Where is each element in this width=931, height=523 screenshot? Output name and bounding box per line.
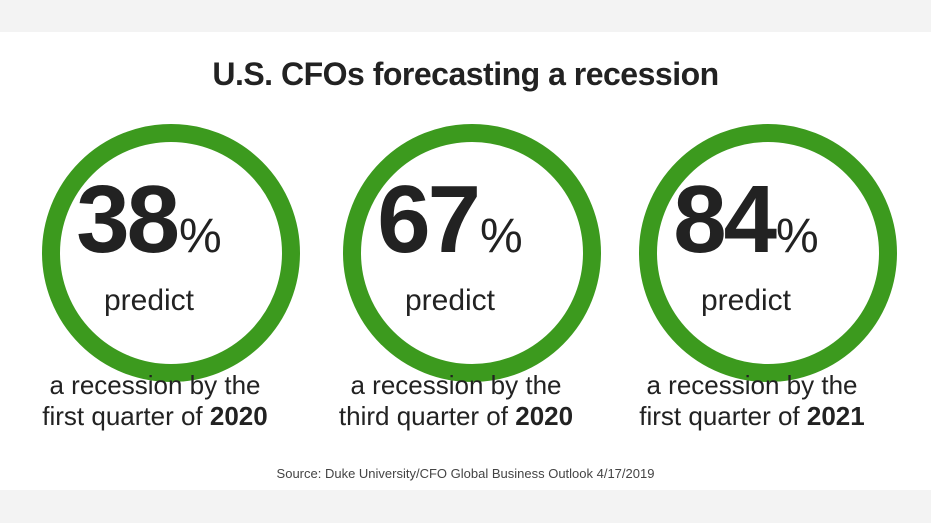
stat-description-prefix-1: first quarter of — [42, 401, 203, 431]
stat-description-line2-3: first quarter of 2021 — [607, 401, 897, 432]
stat-block-3: 84% predict a recession by the first qua… — [617, 124, 907, 444]
stat-description-prefix-2: third quarter of — [338, 401, 508, 431]
stat-number-1: 38 — [76, 166, 180, 273]
stat-year-3: 2021 — [806, 401, 865, 431]
percent-sign-1: % — [179, 210, 222, 263]
stat-description-line2-2: third quarter of 2020 — [311, 401, 601, 432]
stat-description-line1-3: a recession by the — [646, 370, 858, 400]
stat-number-2: 67 — [377, 166, 481, 273]
source-citation: Source: Duke University/CFO Global Busin… — [276, 466, 655, 481]
stat-block-2: 67% predict a recession by the third qua… — [321, 124, 611, 444]
stat-year-1: 2020 — [209, 401, 268, 431]
stat-value-1: 38% — [20, 172, 278, 268]
stat-description-3: a recession by the first quarter of 2021 — [607, 370, 897, 432]
percent-sign-2: % — [480, 210, 523, 263]
stat-block-1: 38% predict a recession by the first qua… — [20, 124, 310, 444]
stat-predict-label-3: predict — [700, 284, 792, 317]
stat-value-2: 67% — [321, 172, 579, 268]
stat-description-line1-1: a recession by the — [49, 370, 261, 400]
percent-sign-3: % — [776, 210, 819, 263]
stat-description-line1-2: a recession by the — [350, 370, 562, 400]
stat-description-2: a recession by the third quarter of 2020 — [311, 370, 601, 432]
stat-number-3: 84 — [673, 166, 777, 273]
stat-predict-label-1: predict — [103, 284, 195, 317]
stat-predict-label-2: predict — [404, 284, 496, 317]
stat-description-line2-1: first quarter of 2020 — [10, 401, 300, 432]
stat-value-3: 84% — [617, 172, 875, 268]
stat-description-prefix-3: first quarter of — [639, 401, 800, 431]
stat-description-1: a recession by the first quarter of 2020 — [10, 370, 300, 432]
stat-year-2: 2020 — [515, 401, 574, 431]
page-title: U.S. CFOs forecasting a recession — [212, 56, 719, 92]
